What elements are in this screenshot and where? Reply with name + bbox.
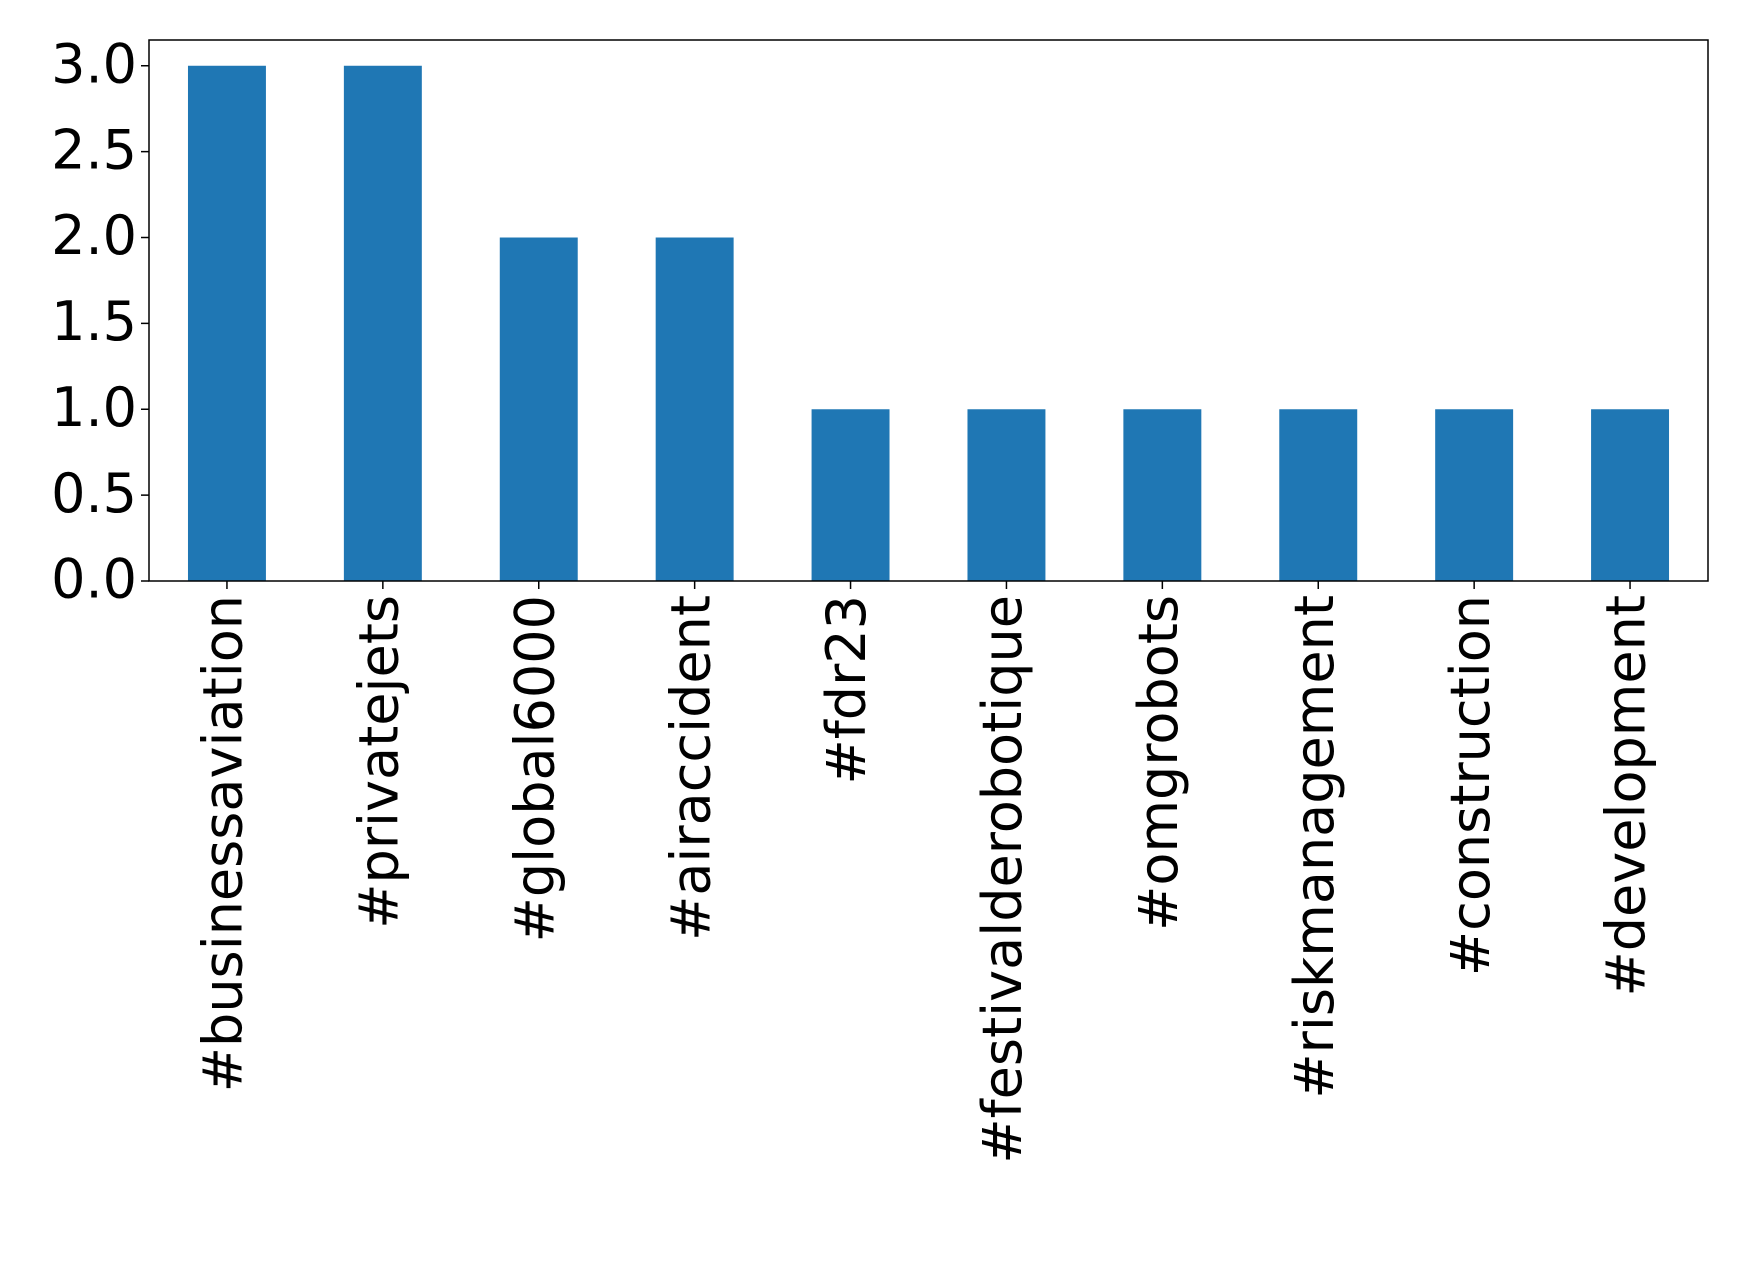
x-tick-label: #global6000 xyxy=(503,595,566,942)
bar xyxy=(1279,409,1358,581)
x-tick-label: #airaccident xyxy=(659,595,722,941)
bar xyxy=(1123,409,1202,581)
y-tick-label: 2.5 xyxy=(51,118,137,181)
bar xyxy=(1591,409,1670,581)
x-tick-label: #businessaviation xyxy=(192,595,255,1092)
bar xyxy=(499,237,578,581)
x-tick-label: #development xyxy=(1595,595,1658,996)
x-tick-label: #privatejets xyxy=(347,595,410,929)
y-tick-label: 1.5 xyxy=(51,290,137,353)
y-tick-label: 3.0 xyxy=(51,32,137,95)
y-tick-label: 0.0 xyxy=(51,548,137,611)
x-tick-label: #omgrobots xyxy=(1127,595,1190,931)
bar xyxy=(655,237,734,581)
bar xyxy=(811,409,890,581)
bar xyxy=(343,65,422,581)
x-tick-label: #construction xyxy=(1439,595,1502,976)
x-tick-label: #riskmanagement xyxy=(1283,595,1346,1099)
x-tick-label: #festivalderobotique xyxy=(971,595,1034,1164)
y-tick-label: 2.0 xyxy=(51,204,137,267)
bar xyxy=(187,65,266,581)
bar xyxy=(1435,409,1514,581)
x-tick-label: #fdr23 xyxy=(815,595,878,784)
bar xyxy=(967,409,1046,581)
plot-frame xyxy=(148,39,1709,582)
y-tick-label: 0.5 xyxy=(51,462,137,525)
y-tick-label: 1.0 xyxy=(51,376,137,439)
